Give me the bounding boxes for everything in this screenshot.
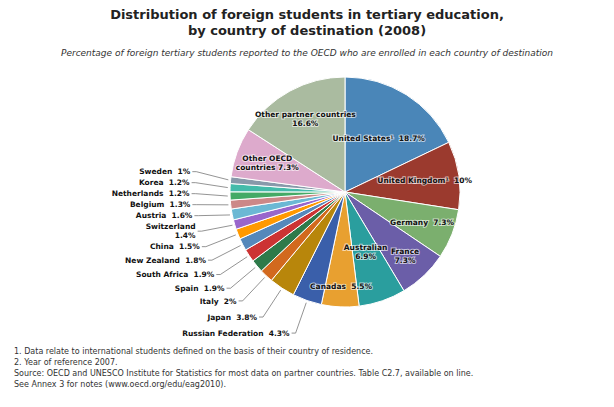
- leader-line: [227, 267, 256, 288]
- leader-line: [202, 235, 236, 247]
- footnote: 1. Data relate to international students…: [14, 347, 373, 356]
- background: [0, 0, 614, 407]
- data-label: Australian6.9%: [344, 243, 388, 261]
- pie: [230, 77, 460, 307]
- data-label: New Zealand 1.8%: [125, 256, 206, 265]
- labels: United States¹ 18.7% United Kingdom¹ 10% G…: [112, 110, 473, 337]
- data-label: China 1.5%: [150, 242, 200, 251]
- data-label: Japan 3.8%: [206, 313, 257, 322]
- data-label: Spain 1.9%: [175, 284, 225, 293]
- footnote: See Annex 3 for notes (www.oecd.org/edu/…: [14, 380, 226, 389]
- data-label: United States¹ 18.7%: [333, 134, 426, 143]
- data-label: Sweden 1%: [139, 167, 191, 176]
- data-label: Korea 1.2%: [139, 178, 190, 187]
- subtitle: Percentage of foreign tertiary students …: [61, 48, 553, 58]
- pie-slice: [230, 192, 345, 209]
- leader-line: [216, 257, 247, 275]
- data-label: Netherlands 1.2%: [112, 189, 190, 198]
- chart: Distribution of foreign students in tert…: [0, 0, 614, 407]
- data-label: France7.3%: [391, 247, 419, 265]
- title: Distribution of foreign students in tert…: [110, 7, 504, 38]
- data-label: Other OECDcountries 7.3%: [236, 154, 300, 172]
- data-label: Other partner countries16.6%: [255, 110, 356, 128]
- leader-line: [198, 225, 233, 231]
- data-label: Belgium 1.3%: [130, 200, 191, 209]
- footnote: 2. Year of reference 2007.: [14, 358, 118, 367]
- leader-line: [192, 204, 228, 205]
- leader-line: [192, 172, 228, 180]
- leader-line: [194, 214, 230, 216]
- leader-line: [192, 183, 228, 188]
- data-label: South Africa 1.9%: [136, 270, 215, 279]
- leader-line: [239, 277, 265, 300]
- data-label: Germany 7.3%: [390, 218, 455, 227]
- leader-line: [292, 303, 307, 333]
- footnote: Source: OECD and UNESCO Institute for St…: [14, 369, 473, 378]
- pie-slice: [248, 77, 345, 192]
- data-label: Russian Federation 4.3%: [182, 329, 290, 338]
- leader-line: [259, 290, 281, 317]
- data-label: United Kingdom¹ 10%: [377, 176, 472, 185]
- leader-line: [192, 194, 228, 196]
- data-label: Austria 1.6%: [136, 211, 193, 220]
- data-label: Italy 2%: [200, 297, 237, 306]
- leader-line: [208, 245, 241, 260]
- pie-slice: [230, 192, 345, 200]
- data-label: Switzerland1.4%: [146, 222, 196, 240]
- data-label: Canadas 5.5%: [310, 282, 372, 291]
